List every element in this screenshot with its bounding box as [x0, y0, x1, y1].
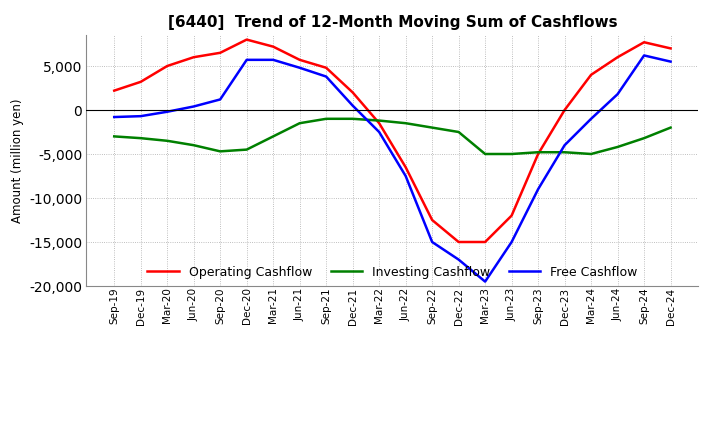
Investing Cashflow	[640, 136, 649, 141]
Free Cashflow	[243, 57, 251, 62]
Operating Cashflow	[243, 37, 251, 42]
Title: [6440]  Trend of 12-Month Moving Sum of Cashflows: [6440] Trend of 12-Month Moving Sum of C…	[168, 15, 617, 30]
Operating Cashflow	[640, 40, 649, 45]
Legend: Operating Cashflow, Investing Cashflow, Free Cashflow: Operating Cashflow, Investing Cashflow, …	[141, 259, 644, 285]
Operating Cashflow	[136, 79, 145, 84]
Operating Cashflow	[481, 239, 490, 245]
Investing Cashflow	[295, 121, 304, 126]
Operating Cashflow	[508, 213, 516, 218]
Operating Cashflow	[110, 88, 119, 93]
Free Cashflow	[269, 57, 277, 62]
Operating Cashflow	[348, 90, 357, 95]
Operating Cashflow	[322, 65, 330, 70]
Operating Cashflow	[454, 239, 463, 245]
Y-axis label: Amount (million yen): Amount (million yen)	[11, 99, 24, 223]
Investing Cashflow	[243, 147, 251, 152]
Free Cashflow	[587, 116, 595, 121]
Free Cashflow	[428, 239, 436, 245]
Investing Cashflow	[534, 150, 542, 155]
Free Cashflow	[508, 239, 516, 245]
Investing Cashflow	[269, 134, 277, 139]
Investing Cashflow	[110, 134, 119, 139]
Operating Cashflow	[401, 165, 410, 170]
Free Cashflow	[613, 92, 622, 97]
Operating Cashflow	[269, 44, 277, 49]
Operating Cashflow	[587, 72, 595, 77]
Free Cashflow	[640, 53, 649, 58]
Operating Cashflow	[534, 151, 542, 157]
Free Cashflow	[216, 97, 225, 102]
Free Cashflow	[322, 74, 330, 79]
Investing Cashflow	[454, 129, 463, 135]
Free Cashflow	[560, 143, 569, 148]
Operating Cashflow	[163, 63, 171, 69]
Investing Cashflow	[481, 151, 490, 157]
Free Cashflow	[454, 257, 463, 262]
Investing Cashflow	[428, 125, 436, 130]
Investing Cashflow	[216, 149, 225, 154]
Investing Cashflow	[401, 121, 410, 126]
Investing Cashflow	[613, 144, 622, 150]
Free Cashflow	[110, 114, 119, 120]
Operating Cashflow	[613, 55, 622, 60]
Line: Free Cashflow: Free Cashflow	[114, 55, 670, 282]
Investing Cashflow	[666, 125, 675, 130]
Investing Cashflow	[587, 151, 595, 157]
Operating Cashflow	[189, 55, 198, 60]
Operating Cashflow	[295, 57, 304, 62]
Operating Cashflow	[375, 121, 384, 126]
Operating Cashflow	[216, 50, 225, 55]
Investing Cashflow	[322, 116, 330, 121]
Investing Cashflow	[560, 150, 569, 155]
Investing Cashflow	[163, 138, 171, 143]
Line: Operating Cashflow: Operating Cashflow	[114, 40, 670, 242]
Investing Cashflow	[508, 151, 516, 157]
Operating Cashflow	[428, 217, 436, 223]
Free Cashflow	[534, 187, 542, 192]
Free Cashflow	[163, 109, 171, 114]
Line: Investing Cashflow: Investing Cashflow	[114, 119, 670, 154]
Operating Cashflow	[560, 107, 569, 113]
Operating Cashflow	[666, 46, 675, 51]
Investing Cashflow	[348, 116, 357, 121]
Investing Cashflow	[189, 143, 198, 148]
Free Cashflow	[295, 65, 304, 70]
Free Cashflow	[375, 129, 384, 135]
Free Cashflow	[666, 59, 675, 64]
Free Cashflow	[348, 103, 357, 108]
Free Cashflow	[401, 173, 410, 179]
Investing Cashflow	[375, 118, 384, 123]
Investing Cashflow	[136, 136, 145, 141]
Free Cashflow	[481, 279, 490, 284]
Free Cashflow	[136, 114, 145, 119]
Free Cashflow	[189, 104, 198, 109]
